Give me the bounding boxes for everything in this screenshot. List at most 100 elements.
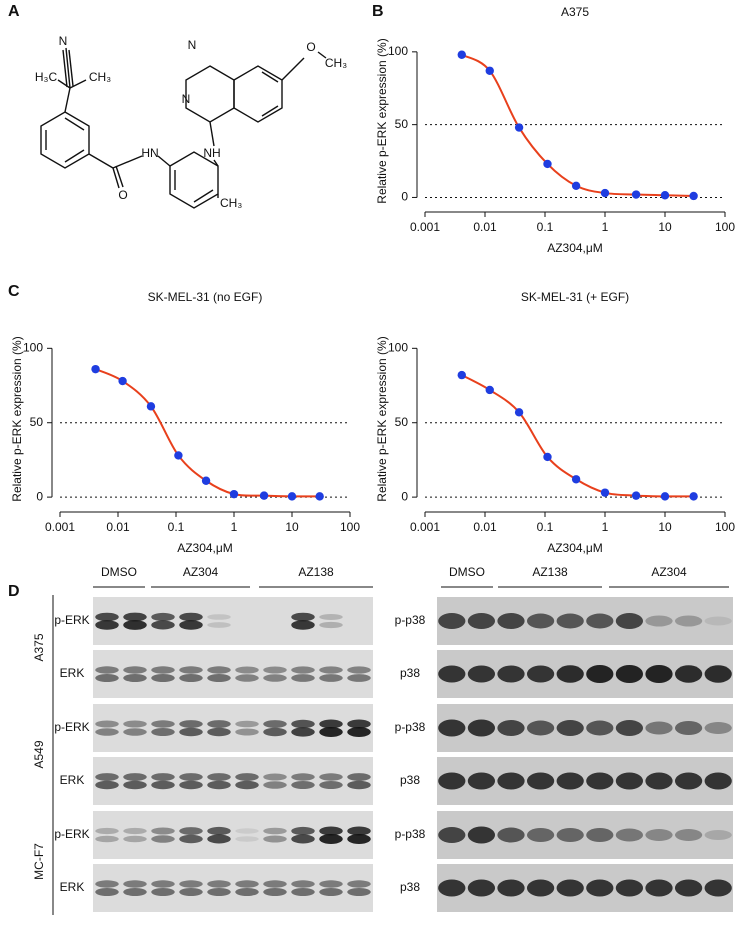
band — [645, 772, 673, 790]
band — [615, 613, 644, 629]
cell-line-label: MC-F7 — [32, 843, 46, 880]
band — [95, 620, 119, 630]
band — [319, 666, 343, 674]
band — [263, 666, 287, 674]
bond — [64, 149, 85, 163]
atom-label: CH₃ — [89, 70, 111, 84]
atom-label: N — [182, 92, 191, 106]
y-axis-label: Relative p-ERK expression (%) — [375, 336, 389, 501]
x-tick-label: 0.1 — [537, 220, 554, 234]
bond — [169, 151, 219, 209]
band — [207, 880, 231, 888]
band — [179, 727, 203, 737]
data-point — [229, 489, 239, 499]
bond — [65, 47, 71, 89]
band — [95, 880, 119, 888]
band — [263, 773, 287, 781]
band — [179, 720, 203, 728]
band — [497, 772, 525, 790]
band — [347, 826, 371, 836]
band — [704, 722, 732, 734]
bond — [233, 65, 283, 123]
bond — [157, 155, 171, 167]
group-label: AZ304 — [651, 565, 687, 579]
panel-label: A — [8, 3, 20, 20]
band — [497, 827, 525, 843]
chart-title: SK-MEL-31 (no EGF) — [148, 290, 263, 304]
band — [438, 879, 466, 897]
band — [151, 674, 175, 682]
band — [151, 612, 175, 622]
band — [95, 728, 119, 736]
x-tick-label: 0.1 — [537, 520, 554, 534]
band — [123, 835, 147, 843]
row-label: p38 — [400, 880, 420, 894]
data-point — [543, 159, 552, 169]
band — [556, 613, 584, 629]
data-point — [600, 488, 610, 497]
band — [291, 826, 315, 836]
x-tick-label: 0.1 — [168, 520, 185, 534]
band — [151, 780, 175, 790]
band — [123, 728, 147, 736]
band — [319, 880, 343, 888]
data-point — [514, 408, 524, 417]
band — [151, 827, 175, 835]
data-point — [146, 402, 156, 411]
row-label: ERK — [60, 666, 85, 680]
band — [674, 772, 703, 790]
band — [347, 834, 371, 844]
band — [467, 879, 496, 897]
band — [319, 834, 343, 844]
band — [615, 879, 644, 897]
cell-line-label: A375 — [32, 633, 46, 661]
band — [526, 772, 555, 790]
bond — [64, 87, 71, 113]
row-label: p-p38 — [395, 827, 426, 841]
band — [95, 720, 119, 728]
x-axis-label: AZ304,μM — [547, 241, 603, 255]
y-tick-label: 0 — [36, 489, 43, 503]
group-label: AZ304 — [183, 565, 219, 579]
band — [123, 773, 147, 781]
band — [645, 829, 673, 841]
y-tick-label: 50 — [395, 117, 409, 131]
band — [123, 880, 147, 888]
band — [207, 780, 231, 790]
x-tick-label: 1 — [602, 220, 609, 234]
band — [179, 666, 203, 674]
data-point — [315, 492, 324, 501]
band — [235, 720, 259, 728]
band — [207, 834, 231, 844]
band — [235, 880, 259, 888]
band — [151, 728, 175, 736]
band — [704, 772, 732, 790]
cell-line-label: A549 — [32, 740, 46, 768]
band — [347, 674, 371, 682]
band — [586, 720, 614, 736]
band — [291, 727, 315, 737]
band — [645, 665, 673, 683]
band — [179, 773, 203, 781]
band — [556, 772, 584, 790]
x-tick-label: 1 — [602, 520, 609, 534]
band — [674, 615, 703, 627]
band — [586, 879, 614, 897]
panel-label: D — [8, 583, 20, 600]
x-tick-label: 0.01 — [473, 520, 497, 534]
y-tick-label: 100 — [388, 340, 408, 354]
band — [319, 773, 343, 781]
atom-label: N — [188, 38, 197, 52]
band — [151, 720, 175, 728]
row-label: p-ERK — [54, 720, 89, 734]
data-point — [660, 492, 670, 501]
atom-label: O — [118, 188, 127, 202]
band — [556, 720, 584, 736]
y-tick-label: 50 — [30, 415, 44, 429]
data-point — [514, 123, 524, 132]
band — [347, 780, 371, 790]
band — [235, 666, 259, 674]
band — [347, 666, 371, 674]
band — [556, 828, 584, 842]
data-point — [485, 385, 494, 395]
